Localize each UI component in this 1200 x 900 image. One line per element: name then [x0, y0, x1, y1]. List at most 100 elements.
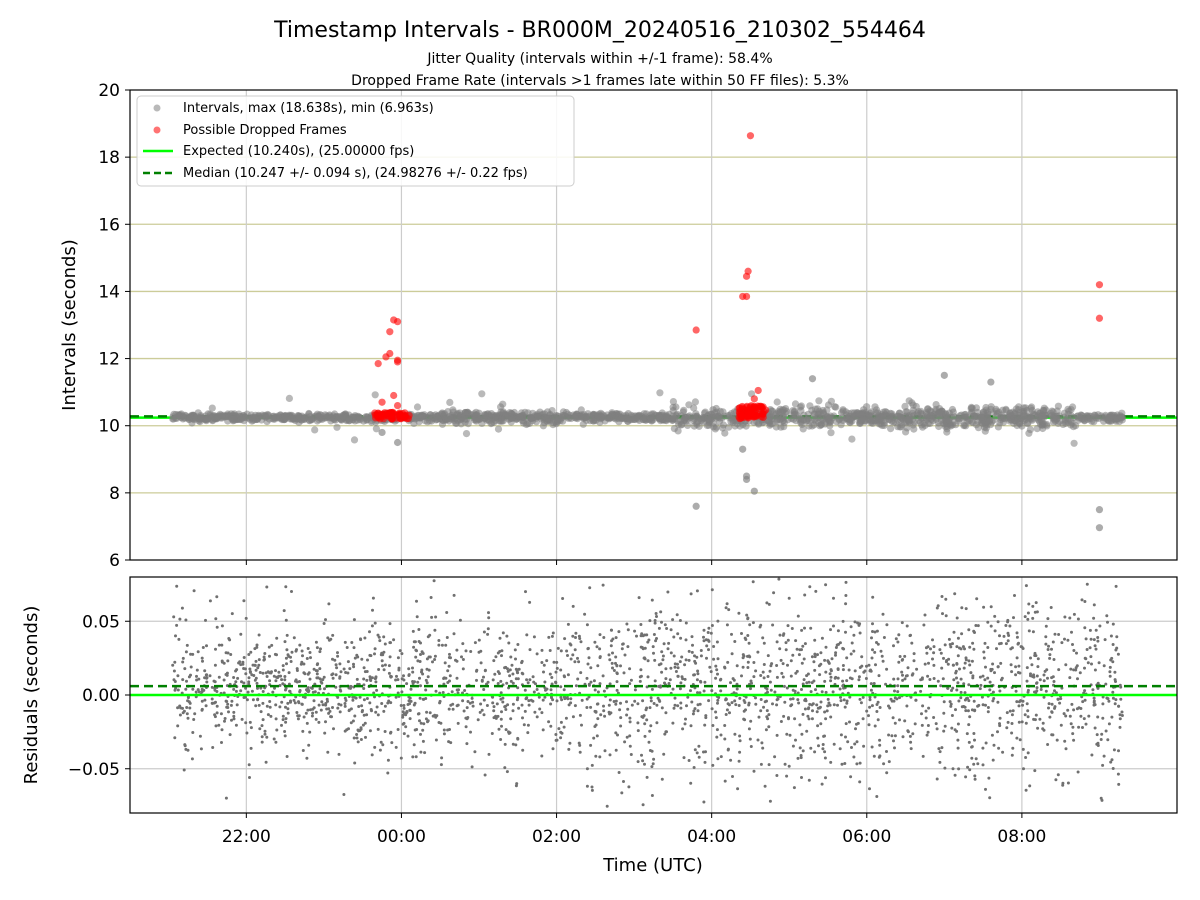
interval-point [313, 417, 321, 425]
residual-point [443, 661, 447, 665]
residual-point [500, 710, 503, 714]
residual-point [733, 699, 737, 703]
residual-point [959, 690, 963, 694]
residual-point [1026, 611, 1030, 615]
residual-point [249, 726, 253, 730]
residual-point [1088, 628, 1092, 632]
residual-point [574, 636, 577, 639]
residual-point [386, 771, 390, 775]
residual-point [263, 652, 267, 655]
residual-point [482, 688, 486, 691]
residual-point [828, 672, 832, 676]
residual-point [829, 715, 833, 719]
residual-point [885, 750, 888, 753]
residual-point [967, 659, 971, 663]
residual-point [788, 733, 792, 737]
residual-point [690, 635, 694, 639]
residual-point [673, 696, 677, 700]
residual-point [365, 678, 369, 682]
residual-point [404, 725, 408, 729]
residual-point [381, 664, 384, 668]
residual-point [274, 740, 278, 744]
residual-point [766, 675, 770, 678]
interval-outlier-point [808, 375, 817, 383]
residual-point [263, 657, 266, 661]
residual-point [434, 615, 438, 619]
residual-point [208, 599, 212, 603]
residual-point [813, 668, 817, 672]
interval-point [901, 402, 909, 410]
residual-point [371, 596, 375, 600]
residual-point [611, 651, 614, 655]
residual-point [730, 652, 734, 656]
residual-point [285, 662, 288, 666]
residual-point [988, 688, 992, 692]
residual-point [317, 703, 321, 707]
residual-point [482, 713, 486, 717]
residual-point [919, 689, 923, 693]
residual-point [543, 695, 547, 699]
residual-point [984, 787, 987, 791]
residual-point [654, 639, 658, 643]
interval-point [704, 415, 712, 423]
residual-point [1033, 690, 1036, 694]
residual-point [648, 619, 652, 623]
residual-point [1117, 704, 1121, 708]
residual-point [494, 655, 498, 659]
interval-point [463, 415, 471, 423]
residual-point [998, 689, 1002, 693]
residual-point [1084, 657, 1088, 661]
residual-point [876, 718, 880, 722]
interval-outlier-point [692, 502, 700, 510]
residual-point [220, 728, 224, 732]
residual-point [272, 737, 276, 741]
residual-point [639, 645, 643, 649]
residual-point [531, 675, 535, 679]
residual-point [602, 636, 606, 639]
interval-point [832, 403, 840, 411]
residual-point [514, 657, 517, 661]
residual-point [747, 701, 751, 705]
residual-point [321, 678, 325, 682]
residual-point [927, 661, 930, 665]
residual-point [418, 719, 421, 723]
residual-point [727, 608, 731, 612]
residual-point [829, 668, 833, 672]
residual-point [554, 738, 558, 742]
residual-point [762, 641, 766, 645]
residual-point [679, 701, 683, 705]
residual-point [369, 708, 373, 711]
residual-point [1007, 634, 1011, 637]
residual-point [213, 680, 217, 684]
residual-point [800, 776, 803, 779]
residual-point [712, 657, 716, 661]
residual-point [370, 624, 374, 628]
residual-point [703, 760, 707, 764]
residual-point [844, 735, 847, 739]
residual-point [645, 685, 649, 689]
residual-point [273, 686, 276, 690]
residual-point [176, 688, 180, 692]
residual-point [927, 706, 931, 710]
y-tick-label: 0.00 [82, 686, 120, 706]
residual-point [404, 711, 408, 715]
residual-point [192, 589, 196, 593]
interval-point [669, 398, 678, 406]
interval-point [669, 412, 677, 420]
residual-point [953, 773, 957, 777]
residual-point [288, 689, 292, 693]
residual-point [878, 738, 882, 742]
residual-point [746, 634, 750, 637]
residual-point [659, 662, 663, 666]
residual-point [431, 714, 435, 718]
residual-point [255, 681, 259, 685]
residual-point [283, 675, 287, 678]
residual-point [794, 671, 798, 675]
residual-point [752, 661, 756, 664]
residual-point [605, 804, 609, 808]
residual-point [338, 688, 342, 692]
residual-point [683, 722, 687, 726]
residual-point [319, 680, 323, 684]
residual-point [628, 716, 632, 720]
residual-point [650, 765, 654, 769]
